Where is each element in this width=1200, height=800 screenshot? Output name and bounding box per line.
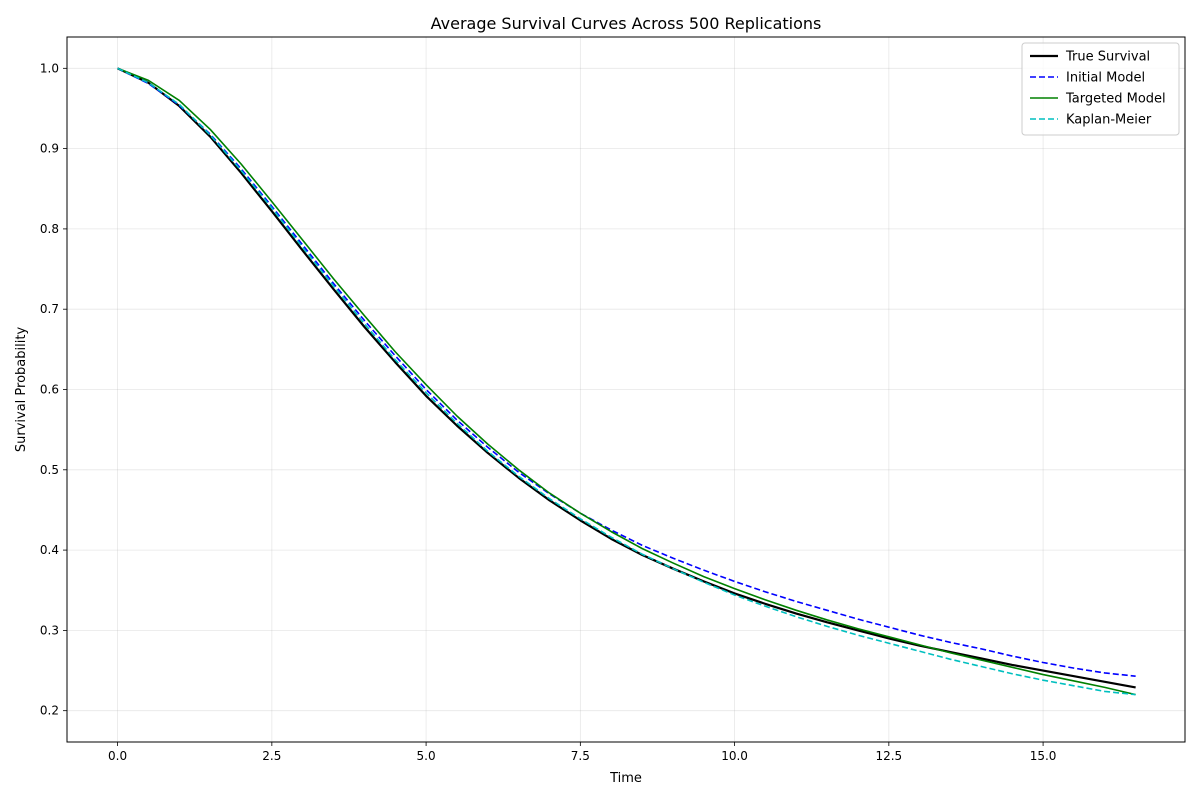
y-tick-label: 0.5 xyxy=(40,463,59,477)
legend-label: Kaplan-Meier xyxy=(1066,113,1152,128)
legend-label: Initial Model xyxy=(1066,71,1145,86)
y-tick-label: 0.8 xyxy=(40,222,59,236)
y-tick-label: 0.9 xyxy=(40,142,59,156)
x-tick-label: 0.0 xyxy=(108,749,127,763)
y-tick-label: 0.4 xyxy=(40,543,59,557)
axis-ticks: 0.0 2.5 5.0 7.5 10.0 12.5 15.0 0.2 0.3 0.4 0.5 0.6 0… xyxy=(40,61,1057,763)
legend: True Survival Initial Model Targeted Model… xyxy=(1021,42,1180,136)
y-tick-label: 1.0 xyxy=(40,61,59,75)
series-line-true-survival xyxy=(117,67,1136,689)
series-lines xyxy=(117,67,1136,696)
x-tick-label: 10.0 xyxy=(721,749,748,763)
x-tick-label: 7.5 xyxy=(571,749,590,763)
y-axis-label: Survival Probability xyxy=(14,327,29,453)
x-tick-label: 2.5 xyxy=(262,749,281,763)
x-tick-label: 5.0 xyxy=(417,749,436,763)
x-tick-label: 15.0 xyxy=(1030,749,1057,763)
legend-label: True Survival xyxy=(1065,50,1150,65)
series-line-initial-model xyxy=(117,67,1136,677)
series-line-targeted-model xyxy=(117,67,1136,696)
grid xyxy=(67,37,1185,742)
y-tick-label: 0.6 xyxy=(40,383,59,397)
legend-label: Targeted Model xyxy=(1065,92,1166,107)
x-axis-label: Time xyxy=(609,771,642,786)
y-tick-label: 0.3 xyxy=(40,623,59,637)
series-line-kaplan-meier xyxy=(117,67,1136,696)
x-tick-label: 12.5 xyxy=(875,749,902,763)
y-tick-label: 0.2 xyxy=(40,704,59,718)
legend-box xyxy=(1021,42,1180,136)
chart-title: Average Survival Curves Across 500 Repli… xyxy=(431,14,822,33)
y-tick-label: 0.7 xyxy=(40,302,59,316)
